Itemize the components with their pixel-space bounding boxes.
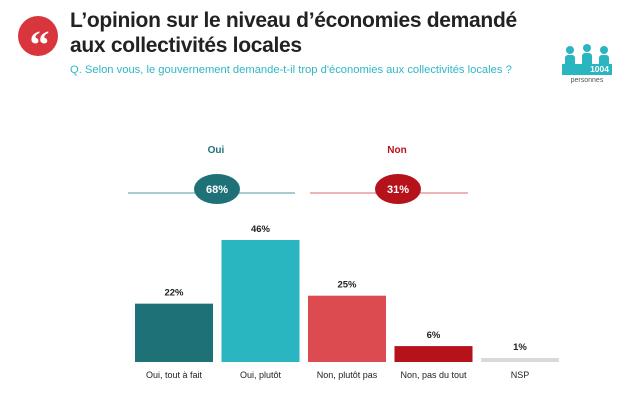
sample-size-badge: 1004 personnes — [562, 44, 612, 92]
person-icon — [566, 46, 574, 54]
category-label-2: Non, plutôt pas — [317, 370, 378, 380]
bar-2 — [308, 295, 386, 362]
category-label-1: Oui, plutôt — [240, 370, 282, 380]
page-title: L’opinion sur le niveau d’économies dema… — [70, 9, 517, 57]
person-icon — [582, 53, 592, 64]
group-label-non: Non — [387, 145, 406, 156]
group-total-badge-oui — [194, 174, 240, 204]
question-subtitle: Q. Selon vous, le gouvernement demande-t… — [70, 64, 512, 76]
data-label-2: 25% — [337, 280, 357, 291]
data-label-4: 1% — [513, 342, 527, 353]
bar-3 — [394, 346, 473, 362]
person-icon — [599, 55, 609, 64]
category-label-3: Non, pas du tout — [400, 370, 467, 380]
data-label-3: 6% — [427, 330, 441, 341]
group-total-badge-non — [375, 174, 421, 204]
sample-unit: personnes — [570, 77, 604, 84]
person-icon — [565, 55, 575, 64]
category-label-0: Oui, tout à fait — [146, 370, 203, 380]
group-total-oui: 68% — [206, 184, 228, 196]
bar-0 — [135, 303, 213, 362]
category-label-4: NSP — [511, 370, 530, 380]
group-total-non: 31% — [387, 184, 409, 196]
group-label-oui: Oui — [208, 145, 225, 156]
person-icon — [600, 46, 608, 54]
data-label-0: 22% — [164, 288, 184, 299]
bar-1 — [221, 240, 300, 362]
data-label-1: 46% — [251, 224, 271, 235]
person-icon — [583, 44, 591, 52]
sample-count: 1004 — [562, 64, 612, 75]
bar-4 — [481, 358, 559, 362]
